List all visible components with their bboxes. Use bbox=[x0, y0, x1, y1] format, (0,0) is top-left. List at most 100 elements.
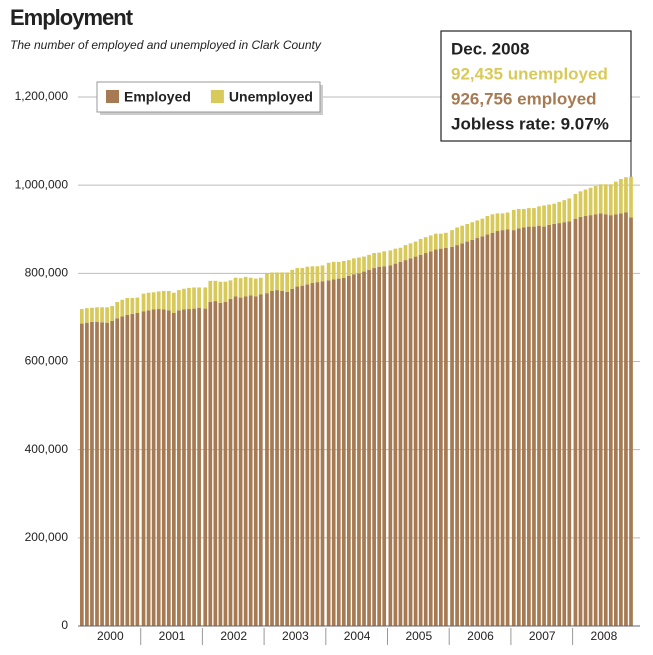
bar-segment bbox=[403, 260, 408, 626]
bar-segment bbox=[382, 266, 387, 626]
bar-segment bbox=[439, 248, 443, 626]
bar-segment bbox=[593, 186, 598, 215]
bar-segment bbox=[418, 254, 423, 626]
bar-segment bbox=[439, 233, 443, 249]
bar-segment bbox=[382, 251, 387, 267]
bar-segment bbox=[485, 234, 490, 627]
bar-segment bbox=[552, 223, 556, 626]
x-tick-label: 2002 bbox=[220, 629, 247, 643]
legend-label: Employed bbox=[124, 89, 191, 105]
bar-segment bbox=[305, 284, 310, 626]
bar-segment bbox=[115, 318, 120, 626]
annotation-title: Dec. 2008 bbox=[451, 39, 529, 58]
bar-segment bbox=[608, 215, 613, 627]
bar-segment bbox=[270, 290, 274, 626]
y-tick-label: 1,000,000 bbox=[15, 177, 69, 191]
bar-segment bbox=[100, 322, 104, 626]
bar-segment bbox=[619, 213, 623, 626]
bar-segment bbox=[233, 296, 238, 626]
bar-segment bbox=[465, 241, 470, 627]
bar-segment bbox=[408, 258, 413, 626]
bar-segment bbox=[527, 226, 531, 627]
bar-segment bbox=[331, 261, 336, 280]
bar-segment bbox=[187, 287, 191, 310]
bar-segment bbox=[151, 309, 156, 626]
bar-segment bbox=[629, 217, 633, 626]
y-tick-label: 0 bbox=[61, 618, 68, 632]
bar-segment bbox=[161, 309, 166, 626]
bar-segment bbox=[248, 277, 253, 296]
bar-segment bbox=[588, 215, 593, 627]
bar-segment bbox=[110, 305, 114, 321]
bar-segment bbox=[326, 262, 331, 281]
bar-segment bbox=[593, 214, 598, 627]
bar-segment bbox=[295, 286, 300, 626]
bar-segment bbox=[388, 250, 393, 266]
bar-segment bbox=[460, 243, 464, 626]
bar-segment bbox=[573, 193, 578, 219]
bar-segment bbox=[403, 245, 408, 261]
bar-segment bbox=[213, 301, 218, 626]
y-tick-label: 1,200,000 bbox=[15, 89, 69, 103]
bar-segment bbox=[125, 314, 130, 626]
bar-segment bbox=[367, 269, 371, 626]
bar-segment bbox=[624, 212, 628, 626]
bar-segment bbox=[583, 216, 588, 626]
bar-segment bbox=[270, 272, 274, 291]
x-tick-label: 2001 bbox=[159, 629, 186, 643]
bar-segment bbox=[352, 258, 356, 275]
y-tick-label: 200,000 bbox=[25, 530, 69, 544]
bar-segment bbox=[624, 177, 628, 213]
bar-segment bbox=[433, 249, 438, 627]
bar-segment bbox=[465, 223, 470, 242]
bar-segment bbox=[377, 266, 381, 626]
bar-segment bbox=[377, 252, 381, 267]
bar-segment bbox=[527, 208, 531, 227]
bar-segment bbox=[362, 271, 366, 626]
y-tick-label: 400,000 bbox=[25, 442, 69, 456]
annotation-line: 926,756 employed bbox=[451, 89, 597, 108]
bar-segment bbox=[578, 191, 583, 217]
bar-segment bbox=[135, 313, 140, 626]
bar-segment bbox=[450, 230, 454, 247]
bar-segment bbox=[95, 307, 99, 322]
bar-segment bbox=[341, 277, 346, 626]
legend-box bbox=[96, 81, 321, 113]
bar-segment bbox=[146, 310, 151, 626]
bar-segment bbox=[537, 225, 541, 626]
bar-segment bbox=[347, 275, 351, 626]
bar-segment bbox=[105, 307, 109, 323]
bar-segment bbox=[444, 247, 448, 626]
chart-subtitle: The number of employed and unemployed in… bbox=[10, 38, 322, 52]
bar-segment bbox=[182, 309, 186, 626]
bar-segment bbox=[614, 214, 618, 627]
bar-segment bbox=[500, 230, 505, 627]
bar-segment bbox=[243, 276, 248, 297]
bar-segment bbox=[542, 226, 546, 627]
bar-segment bbox=[455, 227, 459, 246]
bar-segment bbox=[203, 287, 208, 309]
bar-segment bbox=[115, 301, 120, 319]
annotation-box bbox=[440, 30, 632, 142]
bar-segment bbox=[275, 272, 279, 291]
bar-segment bbox=[310, 266, 315, 284]
bar-segment bbox=[290, 288, 295, 626]
bar-segment bbox=[223, 281, 228, 302]
bar-segment bbox=[408, 243, 413, 259]
bar-segment bbox=[320, 281, 325, 626]
bar-segment bbox=[80, 309, 84, 324]
bar-segment bbox=[393, 248, 398, 264]
bar-segment bbox=[522, 227, 526, 626]
bar-segment bbox=[505, 229, 510, 626]
bar-segment bbox=[248, 295, 253, 626]
bar-segment bbox=[141, 311, 146, 626]
x-tick-label: 2004 bbox=[344, 629, 371, 643]
bar-segment bbox=[151, 292, 156, 310]
bar-segment bbox=[475, 220, 480, 239]
bar-segment bbox=[265, 293, 269, 626]
bar-segment bbox=[110, 320, 114, 626]
bar-segment bbox=[552, 203, 556, 224]
bar-segment bbox=[413, 256, 418, 626]
annotation: Dec. 2008 92,435 unemployed 926,756 empl… bbox=[440, 30, 632, 177]
